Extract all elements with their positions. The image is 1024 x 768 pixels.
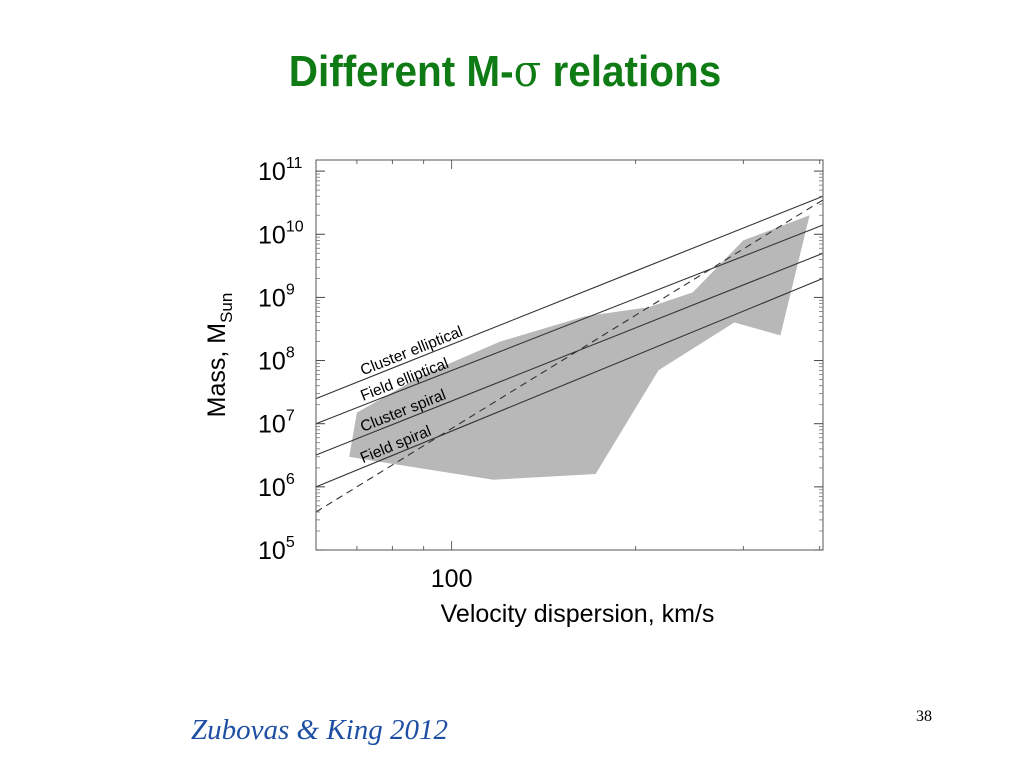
y-tick-label: 109 <box>258 281 295 312</box>
series-line-field-spiral <box>315 277 824 488</box>
slide-title: Different M-σ relations <box>40 46 969 97</box>
page-number: 38 <box>916 708 932 725</box>
slide-title-text: Different M- <box>288 47 514 96</box>
series-line-cluster-spiral <box>315 252 824 456</box>
plot-frame <box>315 159 824 551</box>
region-layer <box>349 215 810 480</box>
y-tick-label: 108 <box>258 345 295 376</box>
y-tick-label: 1010 <box>258 218 304 249</box>
x-axis-label: Velocity dispersion, km/s <box>441 600 715 628</box>
sigma-symbol: σ <box>513 46 542 97</box>
axes-layer <box>315 159 824 551</box>
series-line-cluster-elliptical <box>315 195 824 400</box>
y-tick-label: 106 <box>258 471 295 502</box>
observed-region <box>349 215 810 480</box>
series-layer <box>315 195 824 513</box>
y-tick-label: 107 <box>258 408 295 439</box>
x-tick-label: 100 <box>431 565 473 593</box>
citation: Zubovas & King 2012 <box>191 714 448 746</box>
y-tick-label: 1011 <box>258 155 303 186</box>
series-line-field-elliptical <box>315 224 824 425</box>
y-axis-label: Mass, MSun <box>203 293 236 418</box>
series-line-dashed <box>315 199 824 513</box>
y-tick-label: 105 <box>258 534 295 565</box>
slide-title-suffix: relations <box>541 47 722 96</box>
